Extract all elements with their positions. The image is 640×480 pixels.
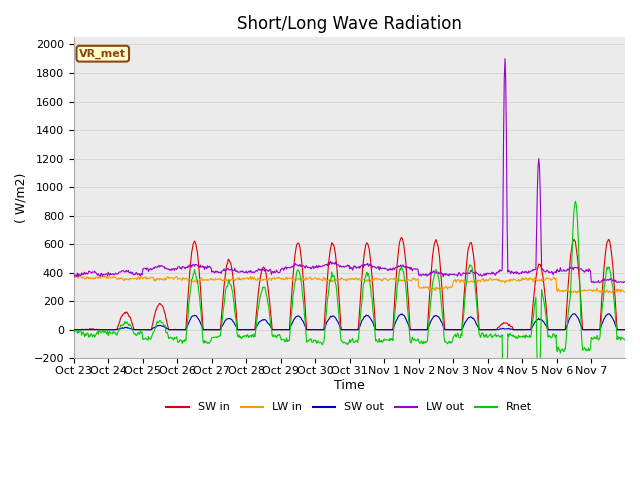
X-axis label: Time: Time (334, 379, 365, 392)
Y-axis label: ( W/m2): ( W/m2) (15, 173, 28, 223)
Legend: SW in, LW in, SW out, LW out, Rnet: SW in, LW in, SW out, LW out, Rnet (162, 398, 537, 417)
Text: VR_met: VR_met (79, 48, 126, 59)
Title: Short/Long Wave Radiation: Short/Long Wave Radiation (237, 15, 462, 33)
